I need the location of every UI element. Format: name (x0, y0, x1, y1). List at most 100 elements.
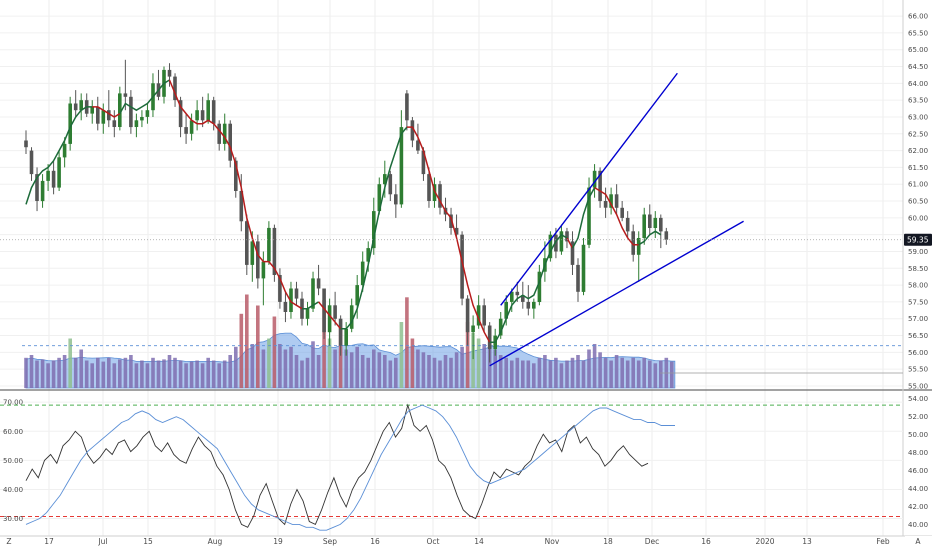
candle-down (234, 160, 238, 191)
volume-bar (46, 363, 50, 389)
candle-up (305, 308, 310, 319)
volume-bar (620, 357, 624, 389)
time-tick-label: 13 (802, 537, 812, 546)
time-tick-label: 16 (370, 537, 380, 546)
last-price-label: 59.35 (907, 236, 929, 245)
volume-bar (592, 344, 597, 388)
indicator-right-tick: 44.00 (908, 485, 928, 493)
candle-down (123, 93, 128, 97)
volume-bar (570, 357, 575, 389)
candle-down (421, 150, 426, 175)
candle-up (377, 184, 382, 212)
price-tick-label: 60.50 (908, 198, 928, 206)
moving-average-line (92, 106, 121, 118)
volume-bar (576, 355, 580, 388)
candle-down (620, 207, 624, 218)
candle-down (184, 127, 188, 134)
candle-up (653, 217, 658, 228)
trendline-upper[interactable] (500, 72, 678, 306)
volume-bar (24, 357, 28, 389)
price-tick-label: 65.00 (908, 46, 928, 54)
candle-down (416, 140, 420, 151)
candle-down (410, 120, 415, 141)
volume-bar (289, 346, 293, 389)
candle-up (642, 214, 646, 238)
volume-bar (383, 355, 387, 388)
candle-down (35, 174, 39, 201)
candle-up (206, 100, 210, 121)
price-tick-label: 62.50 (908, 130, 928, 138)
volume-bar (438, 360, 442, 388)
volume-bar (101, 361, 106, 388)
volume-bar (565, 360, 569, 388)
trendline-lower[interactable] (489, 220, 744, 367)
candle-down (245, 221, 249, 265)
candle-up (327, 305, 332, 333)
candle-down (73, 103, 78, 111)
price-layer (0, 59, 903, 367)
last-price-badge (904, 233, 932, 246)
candle-down (554, 234, 558, 252)
indicator-series-1 (25, 403, 649, 528)
candle-up (349, 305, 354, 329)
volume-bar (537, 357, 542, 389)
moving-average-line (302, 301, 319, 310)
auto-scale-box[interactable] (905, 536, 932, 550)
volume-bar (587, 349, 591, 388)
volume-bar (256, 305, 260, 388)
candle-up (548, 234, 553, 259)
volume-bar (173, 357, 177, 389)
candle-down (427, 174, 431, 201)
volume-bar (278, 344, 282, 388)
volume-bar (581, 360, 586, 388)
indicator-right-tick: 40.00 (908, 521, 928, 529)
candle-up (432, 184, 437, 201)
candle-down (625, 217, 630, 232)
indicator-left-tick: 70.00 (3, 399, 23, 407)
volume-bar (360, 355, 365, 388)
volume-bar (68, 338, 72, 388)
volume-bar (372, 349, 376, 388)
volume-bar (316, 355, 321, 388)
volume-layer (22, 294, 903, 389)
volume-bar (57, 357, 61, 389)
candle-down (51, 170, 56, 188)
indicator-right-tick: 52.00 (908, 413, 928, 421)
candle-up (399, 127, 404, 205)
volume-bar (156, 360, 161, 388)
candle-down (129, 96, 133, 128)
volume-bar (151, 357, 155, 389)
candle-up (140, 117, 144, 121)
volume-bar (272, 316, 277, 388)
volume-bar (79, 349, 83, 388)
volume-bar (178, 360, 183, 388)
candle-down (449, 214, 453, 228)
volume-bar (504, 357, 508, 389)
candle-down (294, 288, 299, 299)
volume-bar (167, 355, 172, 388)
auto-scale-label[interactable]: A (915, 537, 921, 546)
price-tick-label: 57.50 (908, 298, 928, 306)
moving-average-line (340, 126, 408, 330)
time-tick-label: 16 (701, 537, 711, 546)
candle-down (96, 106, 100, 124)
time-axis-start-label[interactable]: Z (6, 537, 11, 546)
candle-up (267, 227, 271, 262)
candle-down (283, 301, 288, 312)
candle-up (261, 261, 266, 279)
price-tick-label: 61.00 (908, 181, 928, 189)
candle-down (631, 231, 635, 255)
volume-bar (670, 361, 674, 388)
candle-up (101, 110, 106, 124)
volume-bar (454, 352, 459, 389)
volume-bar (239, 313, 244, 389)
volume-bar (51, 360, 56, 388)
candle-up (383, 174, 387, 185)
volume-bar (614, 355, 619, 388)
price-tick-label: 64.50 (908, 63, 928, 71)
candle-up (504, 301, 508, 319)
volume-bar (487, 341, 492, 389)
volume-bar (84, 360, 89, 388)
time-tick-label: 14 (474, 537, 484, 546)
